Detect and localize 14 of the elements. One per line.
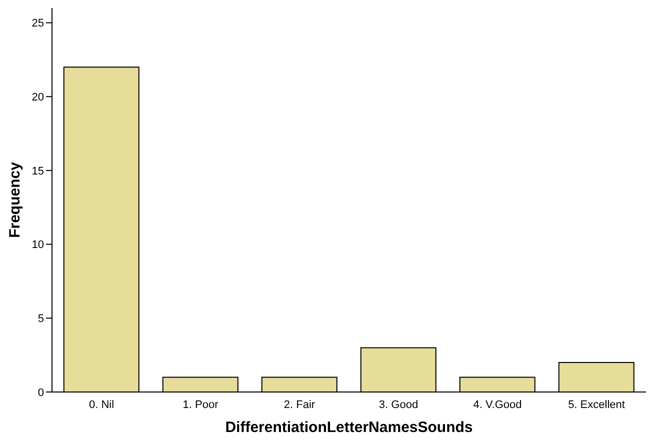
y-tick-label: 5 [38, 313, 44, 326]
x-tick-label: 4. V.Good [473, 398, 522, 411]
x-tick-label: 3. Good [378, 398, 418, 411]
y-axis-title: Frequency [6, 161, 24, 238]
x-tick-label: 0. Nil [88, 398, 114, 411]
x-axis-title: DifferentiationLetterNamesSounds [225, 419, 473, 436]
y-tick-label: 0 [38, 386, 44, 399]
y-tick-label: 25 [32, 18, 44, 30]
y-tick-label: 10 [32, 239, 44, 252]
x-tick-label: 2. Fair [284, 398, 316, 411]
x-tick-label: 5. Excellent [568, 398, 625, 411]
y-tick-label: 15 [32, 165, 44, 178]
y-tick-label: 20 [32, 92, 44, 104]
x-tick-label: 1. Poor [182, 398, 219, 411]
